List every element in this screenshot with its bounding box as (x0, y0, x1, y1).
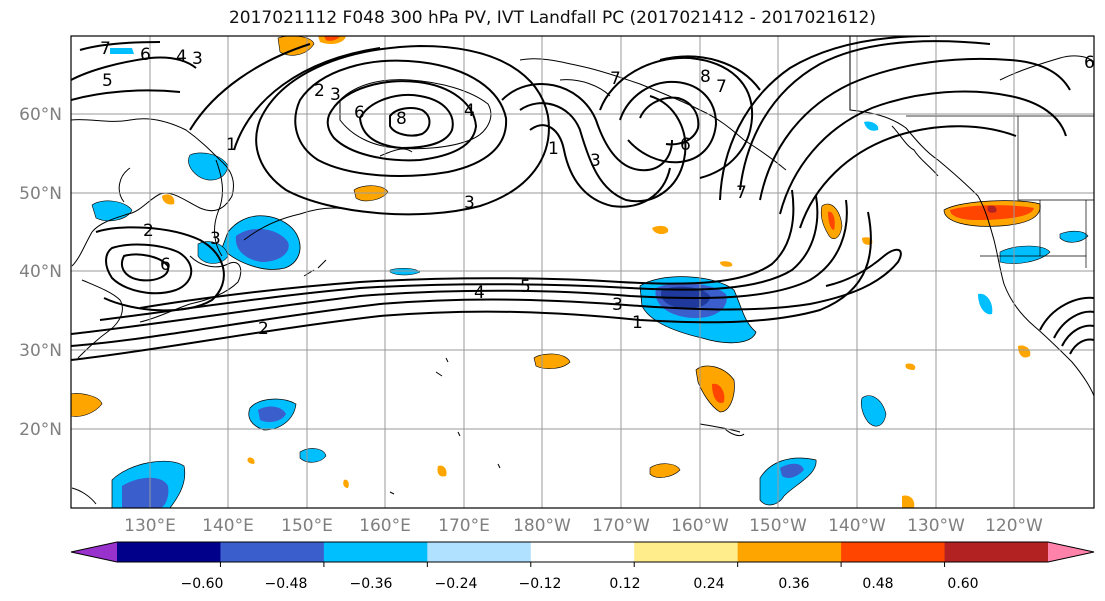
lon-label: 150°W (749, 516, 807, 536)
colorbar: −0.60 −0.48 −0.36 −0.24 −0.12 0.12 0.24 … (70, 541, 1095, 592)
contour-label: 8 (700, 67, 711, 87)
colorbar-segment (117, 542, 221, 562)
contour-label: 1 (226, 135, 237, 155)
colorbar-segment (841, 542, 946, 562)
colorbar-tick-label: −0.12 (519, 576, 562, 592)
contour-label: 8 (396, 109, 407, 129)
colorbar-segment (634, 542, 739, 562)
lon-label: 160°E (359, 516, 411, 536)
lon-label: 170°E (438, 516, 490, 536)
contour-label: 7 (100, 39, 111, 59)
contour-label: 7 (610, 69, 621, 89)
colorbar-segments (70, 541, 1095, 563)
lon-label: 140°E (202, 516, 254, 536)
contour-label: 7 (736, 183, 747, 203)
lat-label: 20°N (19, 420, 62, 440)
contour-label: 3 (210, 229, 221, 249)
lat-label: 30°N (19, 341, 62, 361)
lat-label: 50°N (19, 184, 62, 204)
contour-label: 5 (520, 277, 531, 297)
contour-label: 2 (314, 81, 325, 101)
colorbar-segment (220, 542, 325, 562)
contour-label: 3 (590, 151, 601, 171)
colorbar-segment (71, 542, 117, 562)
lon-label: 130°W (907, 516, 965, 536)
contour-label: 3 (192, 49, 203, 69)
map-panel: 7 6 4 3 5 2 3 6 8 4 3 2 6 1 2 3 4 5 3 1 … (71, 36, 1095, 508)
colorbar-tick-label: −0.24 (435, 576, 478, 592)
lon-label: 140°W (828, 516, 886, 536)
lon-label: 180°W (513, 516, 571, 536)
contour-label: 5 (102, 71, 113, 91)
lat-labels: 60°N 50°N 40°N 30°N 20°N (19, 105, 62, 440)
colorbar-tick-label: 0.12 (609, 576, 640, 592)
contour-label: 4 (176, 47, 187, 67)
lat-label: 60°N (19, 105, 62, 125)
lon-label: 170°W (592, 516, 650, 536)
colorbar-segment (1048, 542, 1094, 562)
colorbar-tick-label: 0.36 (778, 576, 809, 592)
contour-label: 3 (330, 85, 341, 105)
contour-label: 1 (548, 139, 559, 159)
lat-label: 40°N (19, 262, 62, 282)
contour-label: 4 (464, 101, 475, 121)
colorbar-outline (70, 541, 1095, 563)
contour-label: 3 (612, 295, 623, 315)
colorbar-tick-label: −0.36 (350, 576, 393, 592)
contour-label: 3 (464, 193, 475, 213)
map-frame (70, 35, 1095, 509)
colorbar-tick-label: 0.24 (693, 576, 724, 592)
contour-label: 7 (716, 77, 727, 97)
pv-contours (71, 36, 1094, 361)
contour-label: 2 (143, 221, 154, 241)
contour-label: 6 (680, 135, 691, 155)
contour-label: 6 (140, 45, 151, 65)
contour-label: 1 (632, 313, 643, 333)
contour-label: 2 (258, 319, 269, 339)
colorbar-segment (427, 542, 532, 562)
colorbar-tick-label: −0.48 (265, 576, 308, 592)
colorbar-tick-label: 0.48 (862, 576, 893, 592)
lon-label: 150°E (281, 516, 333, 536)
contour-label: 6 (1084, 53, 1095, 73)
colorbar-segment (323, 542, 428, 562)
colorbar-tick-label: 0.60 (947, 576, 978, 592)
lon-label: 130°E (124, 516, 176, 536)
contour-label: 6 (354, 103, 365, 123)
lon-label: 120°W (985, 516, 1043, 536)
colorbar-segment (737, 542, 842, 562)
graticule (71, 36, 1094, 508)
colorbar-labels: −0.60 −0.48 −0.36 −0.24 −0.12 0.12 0.24 … (181, 576, 979, 592)
contour-label: 4 (474, 283, 485, 303)
contour-labels: 7 6 4 3 5 2 3 6 8 4 3 2 6 1 2 3 4 5 3 1 … (100, 39, 1095, 339)
colorbar-segment (530, 542, 635, 562)
contour-label: 6 (160, 255, 171, 275)
colorbar-segment (944, 542, 1049, 562)
colorbar-ticks (219, 562, 946, 567)
lon-label: 160°W (671, 516, 729, 536)
map-title: 2017021112 F048 300 hPa PV, IVT Landfall… (228, 8, 876, 28)
colorbar-tick-label: −0.60 (181, 576, 224, 592)
lon-labels: 130°E 140°E 150°E 160°E 170°E 180°W 170°… (124, 516, 1043, 536)
border-layer (849, 36, 1094, 268)
